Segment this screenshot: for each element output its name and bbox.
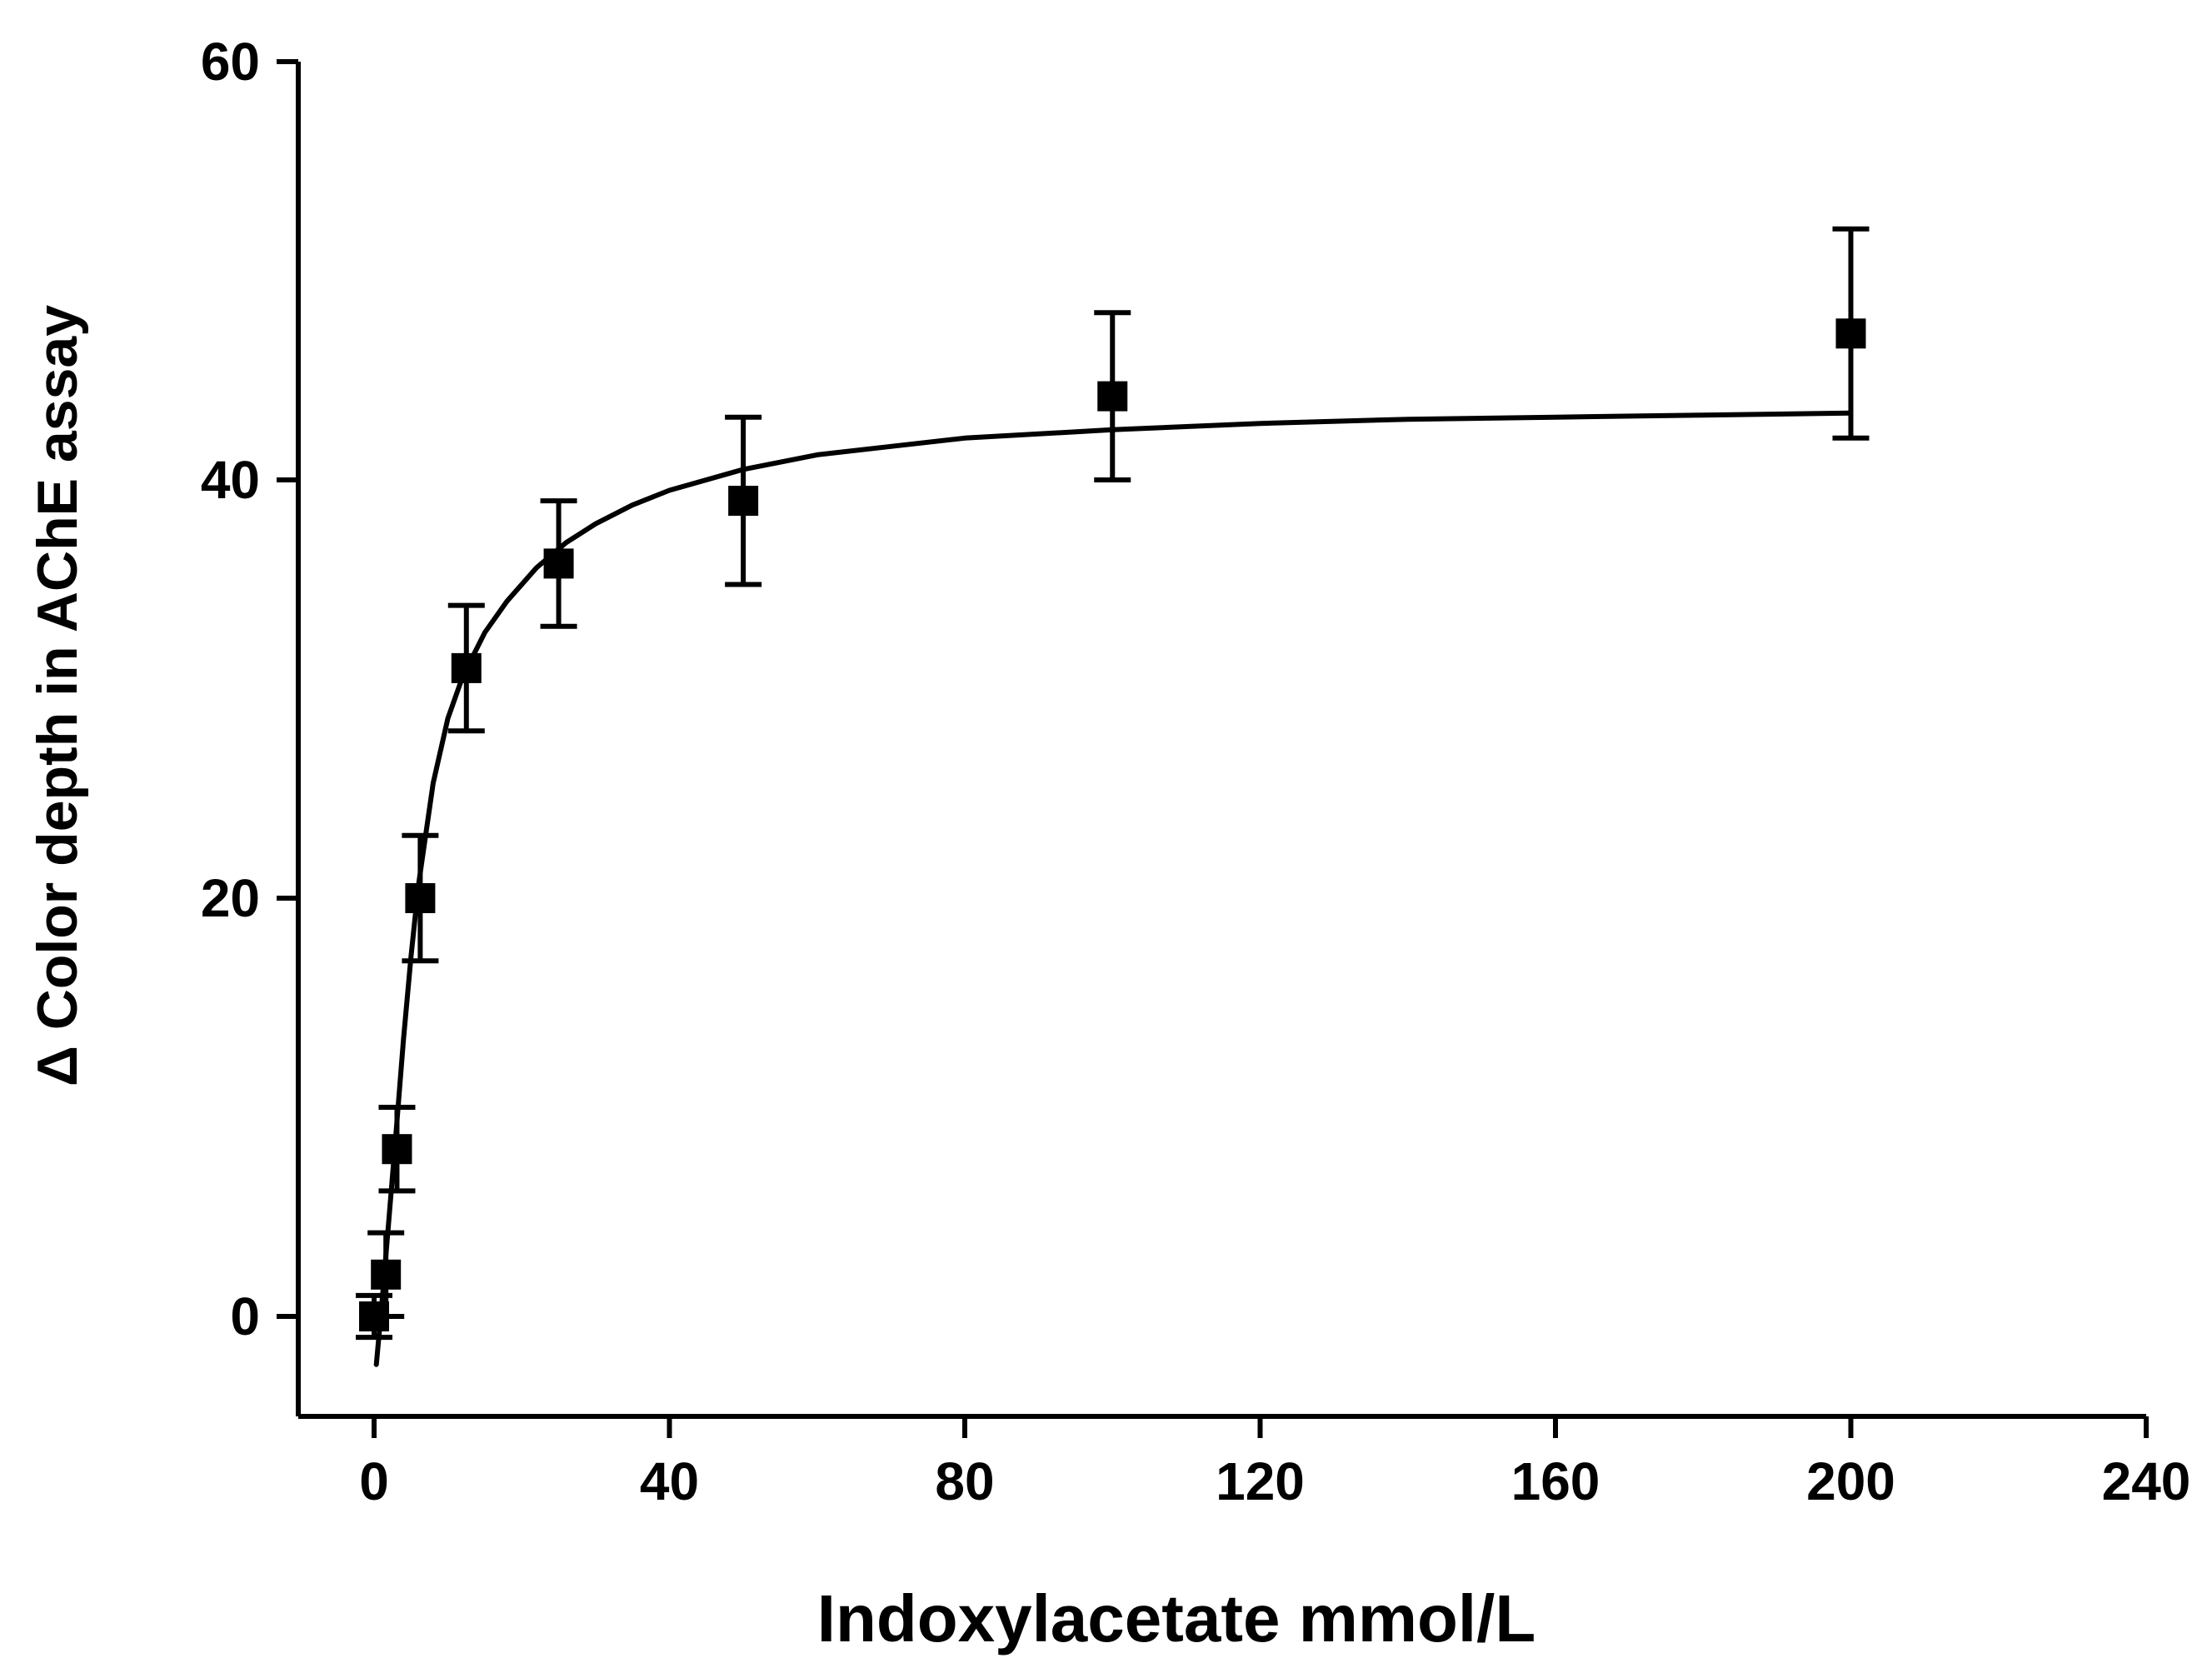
data-point — [728, 486, 759, 517]
y-tick-label: 20 — [201, 868, 260, 928]
y-tick-label: 60 — [201, 32, 260, 92]
data-point — [371, 1259, 402, 1290]
fit-curve — [373, 410, 1854, 1367]
x-tick-label: 240 — [2102, 1451, 2191, 1511]
data-point — [1097, 381, 1128, 412]
data-point — [451, 652, 482, 683]
ticks: 0 40 80 120 160 200 240 0 20 40 60 — [201, 32, 2191, 1511]
fit-curve-group — [373, 410, 1854, 1367]
x-axis-title: Indoxylacetate mmol/L — [817, 1581, 1535, 1656]
y-tick-label: 0 — [230, 1286, 260, 1346]
axes — [296, 62, 2146, 1419]
y-axis-title: Δ Color depth in AChE assay — [26, 305, 89, 1086]
x-tick-label: 200 — [1806, 1451, 1895, 1511]
data-point — [1835, 318, 1866, 349]
data-point — [405, 883, 436, 913]
x-tick-label: 160 — [1511, 1451, 1600, 1511]
x-tick-label: 80 — [935, 1451, 994, 1511]
x-tick-label: 40 — [640, 1451, 699, 1511]
data-points-group — [356, 226, 1870, 1341]
x-tick-label: 0 — [359, 1451, 389, 1511]
y-tick-label: 40 — [201, 450, 260, 510]
x-tick-label: 120 — [1216, 1451, 1305, 1511]
data-point — [543, 548, 574, 579]
data-point — [382, 1134, 412, 1165]
